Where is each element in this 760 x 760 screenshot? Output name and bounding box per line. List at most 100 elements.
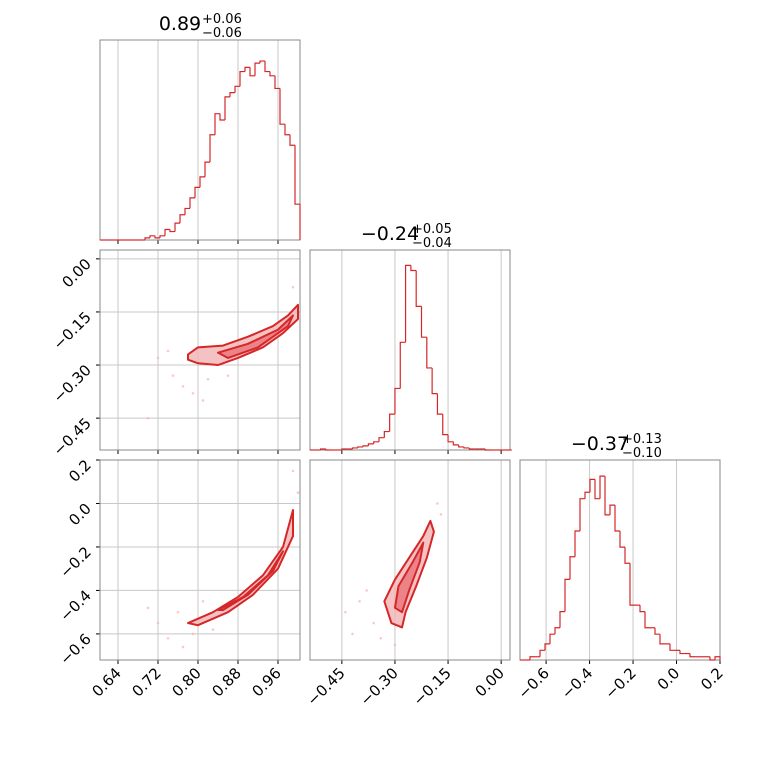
contour xyxy=(217,550,284,611)
histogram-bin xyxy=(654,627,660,635)
histogram-bin xyxy=(289,134,295,146)
histogram-bin xyxy=(669,643,675,651)
panel-title: −0.24 xyxy=(361,223,419,245)
histogram-bin xyxy=(410,265,417,272)
histogram-bin xyxy=(362,445,369,447)
histogram-bin xyxy=(174,222,180,232)
histogram-bin xyxy=(484,448,491,451)
frame xyxy=(99,249,301,451)
sample-point xyxy=(344,610,347,614)
histogram-bin xyxy=(659,634,665,645)
histogram-bin xyxy=(639,605,645,613)
title-upper: +0.13 xyxy=(622,432,662,447)
title-lower: −0.04 xyxy=(412,236,452,251)
frame xyxy=(309,249,511,451)
histogram-bin xyxy=(325,448,332,451)
x-tick-label: −0.45 xyxy=(303,664,348,709)
histogram-bin xyxy=(574,530,580,557)
sample-point xyxy=(291,469,295,473)
sample-point xyxy=(393,643,397,647)
histogram-bin xyxy=(629,563,635,606)
y-tick-label: −0.4 xyxy=(56,587,94,625)
histogram-bin xyxy=(426,337,433,369)
sample-point xyxy=(436,502,439,505)
histogram-bin xyxy=(463,446,470,449)
sample-point xyxy=(181,384,185,388)
histogram-bin xyxy=(689,653,695,658)
x-tick-label: −0.2 xyxy=(601,664,639,702)
histogram-bin xyxy=(184,207,190,215)
histogram-bin xyxy=(284,124,290,136)
y-tick-label: 0.00 xyxy=(58,255,94,291)
y-tick-label: 0.2 xyxy=(65,456,95,486)
sample-point xyxy=(191,632,195,636)
sample-point xyxy=(171,374,175,377)
histogram-bin xyxy=(389,413,395,432)
histogram-bin xyxy=(164,228,170,236)
histogram-bin xyxy=(269,71,275,77)
histogram-bin xyxy=(239,70,245,87)
histogram-bin xyxy=(264,61,270,73)
histogram-bin xyxy=(383,430,390,438)
title-upper: +0.05 xyxy=(412,222,452,237)
panel: 0.64 0.72 0.80 0.88 0.96 0.2 0.0 −0.2 −0.4 −0.6 xyxy=(56,456,301,700)
title-value: −0.37 xyxy=(571,433,629,455)
histogram-bin xyxy=(584,491,590,499)
y-tick-label: 0.0 xyxy=(65,500,95,530)
frame xyxy=(99,39,301,241)
panel: 0.00 −0.15 −0.30 −0.45 xyxy=(50,249,301,459)
histogram-bin xyxy=(394,387,401,415)
x-tick-label: 0.96 xyxy=(248,664,284,700)
histogram-bin xyxy=(554,627,560,635)
sample-point xyxy=(201,600,205,603)
panel-title: −0.37 xyxy=(571,433,629,455)
histogram-bin xyxy=(420,306,427,338)
x-tick-label: −0.4 xyxy=(558,664,596,702)
x-tick-label: 0.88 xyxy=(208,664,244,700)
histogram-bin xyxy=(624,547,630,564)
x-tick-label: 0.80 xyxy=(168,664,204,700)
sample-point xyxy=(291,285,295,289)
histogram-bin xyxy=(549,633,555,644)
sample-point xyxy=(372,621,376,625)
histogram-bin xyxy=(619,530,625,548)
sample-point xyxy=(358,600,361,603)
histogram-bin xyxy=(436,393,443,415)
histogram-bin xyxy=(234,85,240,93)
histogram-bin xyxy=(219,113,225,121)
sample-point xyxy=(439,513,443,516)
histogram-bin xyxy=(589,478,595,493)
sample-point xyxy=(166,349,170,353)
histogram-bin xyxy=(179,214,185,224)
histogram-bin xyxy=(214,113,220,135)
panel: −0.45 −0.30 −0.15 0.00 xyxy=(303,459,511,709)
histogram-bin xyxy=(367,443,374,446)
sample-point xyxy=(181,645,185,649)
sample-point xyxy=(351,632,354,636)
histogram-bin xyxy=(404,264,411,343)
sample-point xyxy=(191,392,195,395)
histogram-bin xyxy=(144,237,150,240)
histogram-bin xyxy=(373,441,380,444)
y-tick-label: −0.15 xyxy=(50,308,95,353)
x-tick-label: 0.0 xyxy=(654,664,684,694)
contour xyxy=(187,509,294,627)
histogram-bin xyxy=(579,498,585,531)
sample-point xyxy=(201,399,205,402)
histogram-bin xyxy=(149,235,155,238)
x-tick-label: −0.30 xyxy=(357,664,402,709)
histogram-bin xyxy=(539,649,545,657)
x-tick-label: −0.15 xyxy=(410,664,455,709)
histogram-bin xyxy=(714,656,721,660)
histogram-bin xyxy=(529,656,535,660)
sample-point xyxy=(156,621,160,625)
histogram-bin xyxy=(224,96,230,120)
panel: 0.89 +0.06−0.06 xyxy=(99,12,301,244)
histogram-bin xyxy=(229,92,235,97)
histogram-bin xyxy=(351,447,358,449)
histogram-bin xyxy=(614,505,620,532)
title-upper: +0.06 xyxy=(202,12,242,27)
histogram-bin xyxy=(154,235,160,239)
histogram-bin xyxy=(399,341,406,389)
